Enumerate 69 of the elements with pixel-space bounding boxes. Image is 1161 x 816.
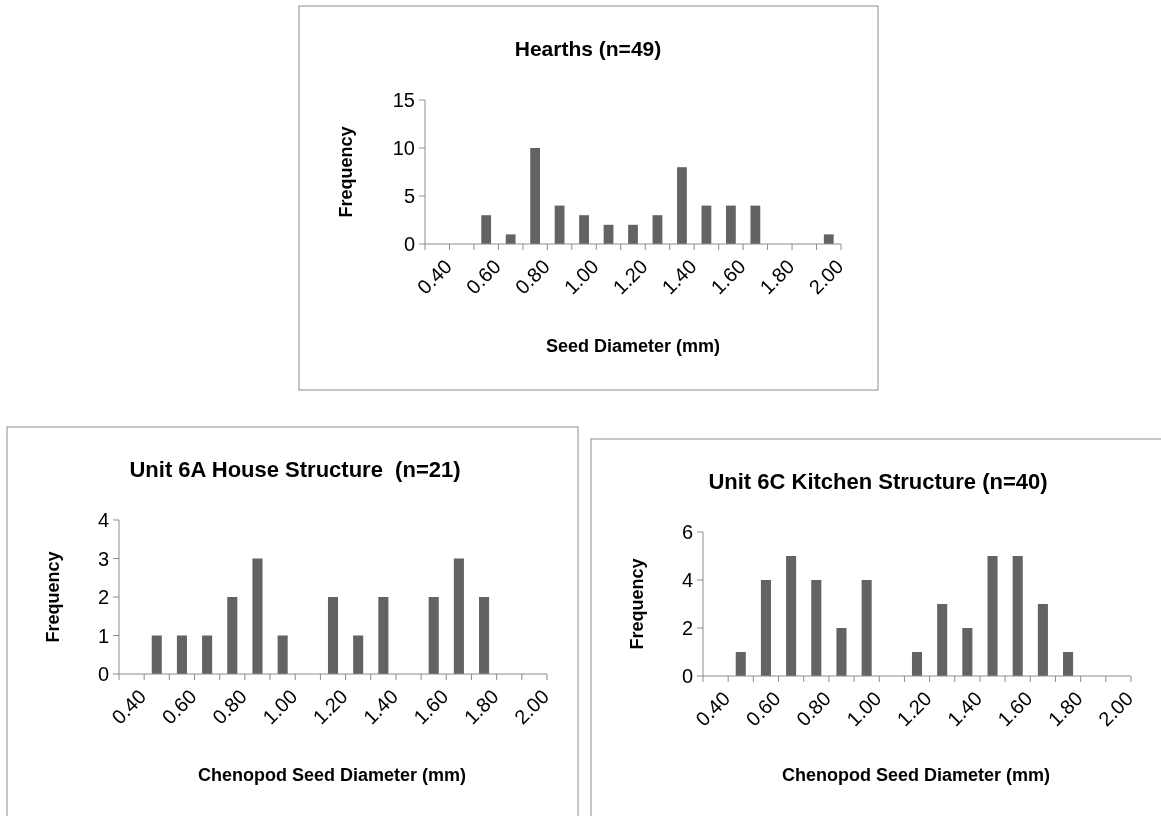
y-axis-title: Frequency xyxy=(336,126,356,218)
bar xyxy=(481,215,492,244)
x-tick-label: 0.40 xyxy=(412,255,456,299)
x-tick-label: 1.00 xyxy=(842,687,886,731)
bar xyxy=(428,597,439,674)
bar xyxy=(735,652,746,676)
bar xyxy=(861,580,872,676)
bar xyxy=(1012,556,1023,676)
y-axis-title: Frequency xyxy=(43,551,63,643)
y-axis-title: Frequency xyxy=(627,558,647,650)
bar xyxy=(579,215,589,244)
y-tick-label: 3 xyxy=(97,547,109,570)
chart-title: Hearths (n=49) xyxy=(514,37,662,60)
x-axis-title: Chenopod Seed Diameter (mm) xyxy=(781,765,1051,785)
bar xyxy=(786,556,797,676)
x-tick-label: 0.80 xyxy=(791,687,836,731)
chart-title: Unit 6C Kitchen Structure (n=40) xyxy=(708,469,1048,494)
bar xyxy=(836,628,847,676)
x-tick-label: 0.60 xyxy=(741,687,785,731)
bar xyxy=(327,597,339,674)
x-tick-label: 1.00 xyxy=(258,685,302,729)
bar xyxy=(252,558,263,674)
bar xyxy=(479,597,490,674)
bar xyxy=(453,558,464,674)
y-tick-label: 0 xyxy=(403,233,415,255)
x-axis-title: Seed Diameter (mm) xyxy=(545,336,721,356)
y-tick-label: 5 xyxy=(403,185,415,207)
y-tick-label: 4 xyxy=(97,509,109,531)
y-tick-label: 1 xyxy=(97,624,109,647)
bar xyxy=(277,635,288,674)
y-tick-label: 4 xyxy=(681,569,693,591)
bar xyxy=(202,635,213,674)
x-tick-label: 1.60 xyxy=(409,685,453,729)
bar xyxy=(628,224,638,244)
bar xyxy=(811,580,822,676)
x-tick-label: 0.60 xyxy=(461,255,505,299)
bar xyxy=(987,556,998,676)
bar xyxy=(750,205,761,244)
x-tick-label: 0.80 xyxy=(207,685,252,729)
bar xyxy=(1063,652,1074,676)
bar xyxy=(937,604,948,676)
x-tick-label: 0.40 xyxy=(691,687,735,731)
bar xyxy=(760,580,771,676)
chart-title: Unit 6A House Structure (n=21) xyxy=(129,457,461,482)
y-tick-label: 6 xyxy=(681,521,693,543)
bar xyxy=(823,234,834,244)
bar xyxy=(353,635,364,674)
bar xyxy=(725,205,736,244)
y-tick-label: 2 xyxy=(681,617,693,639)
bar xyxy=(530,148,541,244)
bar xyxy=(911,652,923,676)
bar xyxy=(1037,604,1048,676)
bar xyxy=(962,628,973,676)
y-tick-label: 0 xyxy=(681,665,693,687)
bar xyxy=(505,234,516,244)
x-tick-label: 0.80 xyxy=(510,255,554,299)
y-tick-label: 10 xyxy=(392,137,415,159)
x-tick-label: 1.60 xyxy=(993,687,1037,731)
x-tick-label: 0.40 xyxy=(107,685,151,729)
bar xyxy=(227,597,238,674)
y-tick-label: 0 xyxy=(97,663,109,685)
bar xyxy=(151,635,162,674)
y-tick-label: 15 xyxy=(392,89,415,111)
bar xyxy=(378,597,389,674)
y-tick-label: 2 xyxy=(97,586,109,608)
bar xyxy=(677,167,687,244)
bar xyxy=(176,635,187,674)
x-axis-title: Chenopod Seed Diameter (mm) xyxy=(197,765,467,785)
x-tick-label: 0.60 xyxy=(157,685,201,729)
